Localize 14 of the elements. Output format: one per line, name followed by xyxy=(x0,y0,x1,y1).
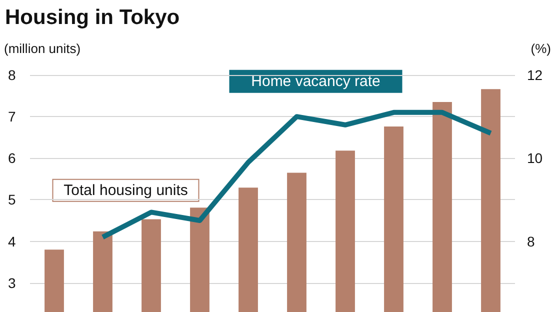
y-axis-title: (million units) xyxy=(4,41,81,56)
chart-title: Housing in Tokyo xyxy=(5,6,180,29)
y2-tick-label: 12 xyxy=(527,67,543,83)
y-tick-label: 3 xyxy=(8,274,16,291)
y2-axis-title: (%) xyxy=(530,41,551,56)
y2-tick-label: 10 xyxy=(527,150,543,166)
y-tick-label: 8 xyxy=(8,67,16,83)
y-tick-label: 5 xyxy=(8,192,16,208)
y-tick-label: 4 xyxy=(8,233,16,250)
y-tick-label: 7 xyxy=(8,108,16,125)
series-label: Total housing units xyxy=(64,182,188,199)
y-tick-label: 6 xyxy=(8,150,16,166)
series-label: Home vacancy rate xyxy=(251,72,380,90)
y2-tick-label: 8 xyxy=(527,233,535,250)
